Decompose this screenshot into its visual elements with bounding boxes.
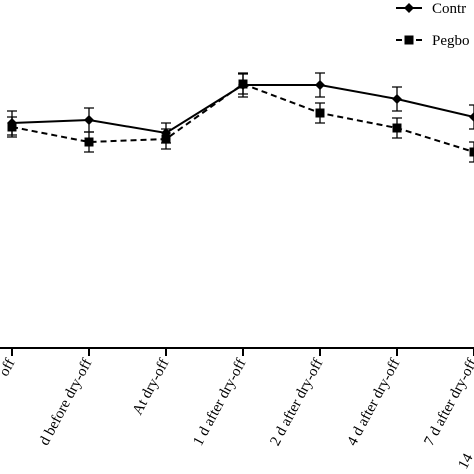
- x-tick-label: d before dry-off: [37, 356, 96, 448]
- point: [238, 79, 248, 89]
- x-tick-label: 2 d after dry-off: [267, 356, 326, 448]
- legend-marker: [404, 3, 414, 13]
- x-tick-label: 1 d after dry-off: [190, 356, 249, 448]
- point: [392, 123, 402, 133]
- point: [392, 94, 402, 104]
- point: [84, 115, 94, 125]
- x-tick-label: 7 d after dry-off: [421, 356, 474, 448]
- x-tick-label: off: [0, 356, 19, 379]
- point: [7, 122, 17, 132]
- point: [469, 147, 474, 157]
- point: [315, 108, 325, 118]
- error-bar: [469, 104, 474, 130]
- legend-marker: [404, 35, 414, 45]
- x-tick-label: At dry-off: [130, 356, 173, 417]
- x-tick-label: 4 d after dry-off: [344, 356, 403, 448]
- error-bar: [469, 141, 474, 163]
- x-tick-label: 14: [455, 451, 474, 472]
- point: [469, 112, 474, 122]
- point: [315, 80, 325, 90]
- legend-label: Contr: [432, 1, 466, 17]
- point: [161, 134, 171, 144]
- legend-label: Pegbo: [432, 33, 470, 49]
- point: [84, 137, 94, 147]
